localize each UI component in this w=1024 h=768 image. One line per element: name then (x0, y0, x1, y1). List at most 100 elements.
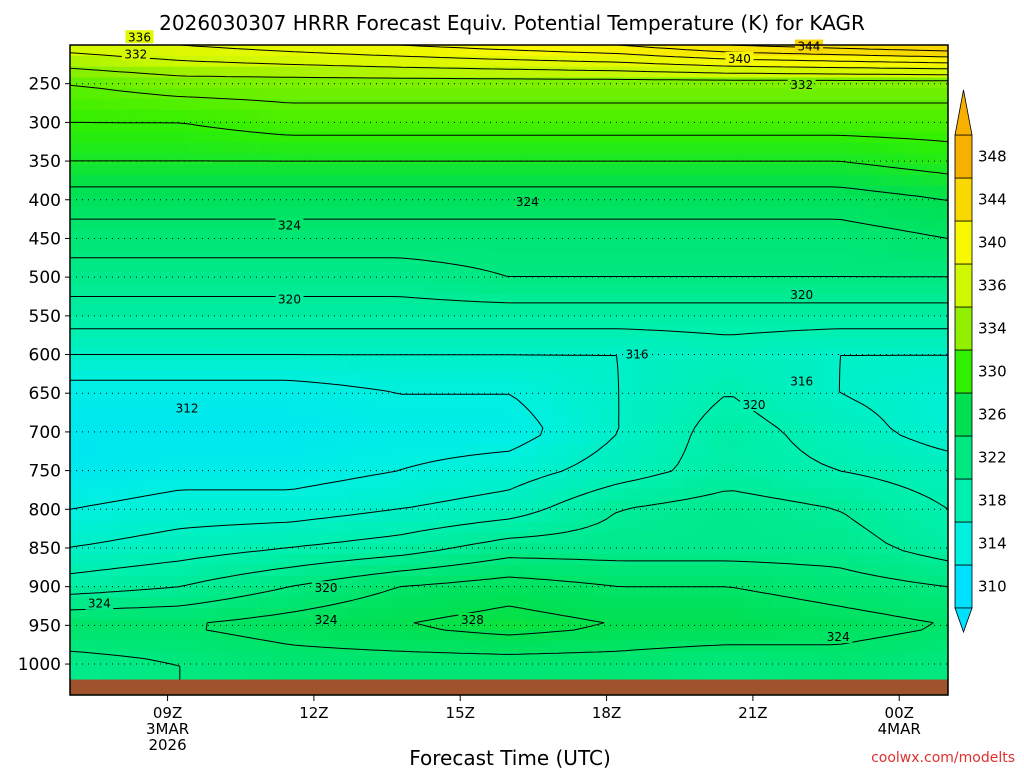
field-cell (465, 99, 481, 111)
field-cell (845, 164, 861, 176)
field-cell (187, 196, 203, 209)
field-cell (113, 597, 130, 609)
field-cell (626, 662, 642, 674)
field-cell (904, 55, 920, 68)
field-cell (274, 229, 291, 241)
field-cell (787, 435, 803, 447)
field-cell (128, 261, 144, 274)
field-cell (860, 131, 876, 144)
field-cell (933, 359, 949, 371)
field-cell (245, 164, 261, 176)
field-cell (99, 337, 115, 349)
field-cell (494, 315, 510, 328)
field-cell (582, 521, 598, 534)
field-cell (230, 175, 247, 187)
field-cell (157, 45, 174, 57)
field-cell (933, 532, 949, 544)
field-cell (757, 142, 773, 154)
field-cell (362, 218, 378, 230)
field-cell (728, 651, 744, 664)
field-cell (333, 164, 349, 176)
field-cell (787, 651, 803, 664)
field-cell (245, 88, 261, 100)
field-cell (333, 543, 349, 555)
field-cell (655, 66, 671, 79)
field-cell (113, 456, 130, 469)
field-cell (757, 456, 773, 469)
field-cell (684, 175, 700, 187)
field-cell (772, 250, 788, 263)
field-cell (830, 175, 847, 187)
field-cell (157, 402, 174, 414)
field-cell (874, 348, 891, 360)
field-cell (450, 662, 466, 674)
field-cell (230, 500, 247, 512)
field-cell (333, 554, 349, 566)
field-cell (655, 261, 671, 274)
field-cell (128, 55, 144, 68)
field-cell (230, 413, 247, 425)
field-cell (245, 66, 261, 79)
field-cell (348, 315, 364, 328)
y-tick-label: 950 (29, 616, 61, 636)
field-cell (655, 77, 671, 89)
field-cell (70, 554, 86, 566)
field-cell (567, 500, 583, 512)
field-cell (655, 294, 671, 306)
field-cell (289, 532, 305, 544)
colorbar-label: 334 (978, 320, 1007, 338)
field-cell (435, 619, 452, 631)
field-cell (772, 554, 788, 566)
field-cell (70, 445, 86, 458)
colorbar-label: 326 (978, 406, 1007, 424)
field-cell (918, 66, 934, 79)
field-cell (333, 424, 349, 436)
colorbar-label: 322 (978, 449, 1007, 467)
field-cell (713, 521, 730, 534)
field-cell (187, 630, 203, 642)
field-cell (391, 402, 408, 414)
field-cell (538, 435, 554, 447)
field-cell (450, 586, 466, 599)
field-cell (918, 608, 934, 620)
field-cell (918, 315, 934, 328)
field-cell (757, 283, 773, 295)
y-axis: 2503003504004505005506006507007508008509… (18, 75, 70, 675)
field-cell (274, 88, 291, 100)
field-cell (830, 250, 847, 263)
field-cell (450, 597, 466, 609)
field-cell (801, 424, 817, 436)
field-cell (435, 424, 452, 436)
field-cell (99, 185, 115, 198)
field-cell (772, 543, 788, 555)
field-cell (465, 110, 481, 122)
field-cell (494, 185, 510, 198)
field-cell (596, 445, 613, 458)
field-cell (596, 359, 613, 371)
field-cell (84, 510, 100, 523)
field-cell (743, 326, 759, 339)
field-cell (391, 283, 408, 295)
field-cell (874, 218, 891, 230)
field-cell (245, 185, 261, 198)
field-cell (772, 196, 788, 209)
field-cell (450, 175, 466, 187)
field-cell (348, 575, 364, 588)
field-cell (274, 272, 291, 284)
field-cell (479, 229, 495, 241)
field-cell (933, 218, 949, 230)
field-cell (582, 467, 598, 479)
field-cell (113, 640, 130, 653)
field-cell (494, 99, 510, 111)
field-cell (699, 521, 715, 534)
field-cell (669, 359, 686, 371)
field-cell (450, 435, 466, 447)
field-cell (904, 45, 920, 57)
field-cell (684, 283, 700, 295)
field-cell (377, 294, 393, 306)
field-cell (143, 142, 159, 154)
field-cell (333, 337, 349, 349)
field-cell (713, 131, 730, 144)
field-cell (479, 359, 495, 371)
field-cell (318, 380, 334, 393)
